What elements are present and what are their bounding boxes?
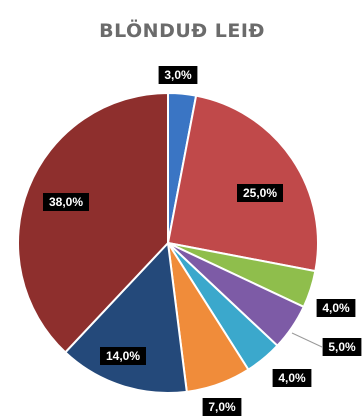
data-label-box <box>100 347 146 365</box>
data-label-box <box>158 66 198 84</box>
data-label-text: 38,0% <box>49 195 83 209</box>
data-label-box <box>272 369 312 387</box>
pie-slice-7 <box>63 240 188 394</box>
data-label-text: 4,0% <box>278 371 306 385</box>
leader-line-4 <box>291 332 323 348</box>
pie-slice-8 <box>17 91 169 354</box>
data-label-text: 7,0% <box>208 400 236 414</box>
data-label-5: 4,0% <box>272 369 312 387</box>
data-label-box <box>322 338 362 356</box>
pie-slice-2 <box>166 94 319 273</box>
data-label-4: 5,0% <box>322 338 362 356</box>
leader-lines <box>291 332 323 348</box>
data-label-3: 4,0% <box>316 299 356 317</box>
data-label-text: 4,0% <box>322 301 350 315</box>
data-label-8: 38,0% <box>43 193 89 211</box>
pie-slices <box>17 91 319 394</box>
data-labels: 3,0% 25,0% 4,0% 5,0% 4,0% 7,0% 14,0% 38,0% <box>43 66 362 416</box>
data-label-box <box>202 398 242 416</box>
data-label-text: 5,0% <box>328 340 356 354</box>
data-label-7: 14,0% <box>100 347 146 365</box>
data-label-box <box>43 193 89 211</box>
data-label-text: 3,0% <box>164 68 192 82</box>
chart-title: BLÖNDUÐ LEIÐ <box>99 20 265 42</box>
data-label-text: 14,0% <box>106 349 140 363</box>
data-label-box <box>237 184 283 202</box>
data-label-6: 7,0% <box>202 398 242 416</box>
data-label-text: 25,0% <box>243 186 277 200</box>
data-label-1: 3,0% <box>158 66 198 84</box>
data-label-box <box>316 299 356 317</box>
data-label-2: 25,0% <box>237 184 283 202</box>
